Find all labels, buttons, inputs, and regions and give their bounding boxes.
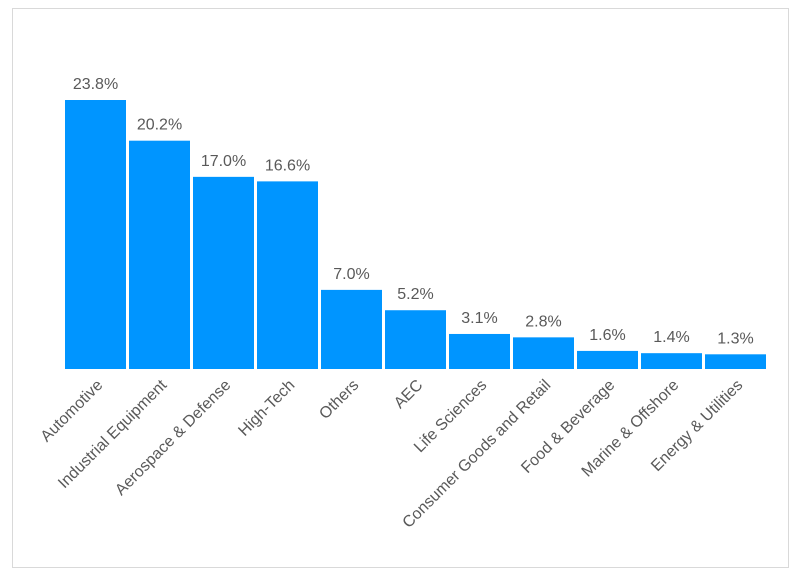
- data-label-0: 23.8%: [73, 76, 118, 93]
- bar-2: [193, 176, 254, 369]
- data-label-4: 7.0%: [333, 266, 369, 283]
- category-label-0: Automotive: [38, 377, 107, 446]
- bar-9: [641, 353, 702, 369]
- data-label-9: 1.4%: [653, 329, 689, 346]
- bar-10: [705, 354, 766, 369]
- category-label-3: High-Tech: [235, 377, 298, 440]
- data-label-7: 2.8%: [525, 313, 561, 330]
- bar-1: [129, 140, 190, 369]
- category-label-1: Industrial Equipment: [55, 376, 171, 492]
- data-label-5: 5.2%: [397, 286, 433, 303]
- bar-6: [449, 333, 510, 369]
- bar-4: [321, 289, 382, 369]
- data-label-6: 3.1%: [461, 310, 497, 327]
- data-label-1: 20.2%: [137, 117, 182, 134]
- bar-8: [577, 350, 638, 369]
- data-label-8: 1.6%: [589, 327, 625, 344]
- category-label-5: AEC: [391, 377, 426, 412]
- data-label-3: 16.6%: [265, 157, 310, 174]
- data-label-2: 17.0%: [201, 153, 246, 170]
- bar-3: [257, 181, 318, 369]
- bar-0: [65, 100, 126, 369]
- data-label-10: 1.3%: [717, 330, 753, 347]
- bar-7: [513, 337, 574, 369]
- category-label-4: Others: [316, 377, 362, 423]
- bar-5: [385, 310, 446, 369]
- category-label-2: Aerospace & Defense: [112, 377, 234, 499]
